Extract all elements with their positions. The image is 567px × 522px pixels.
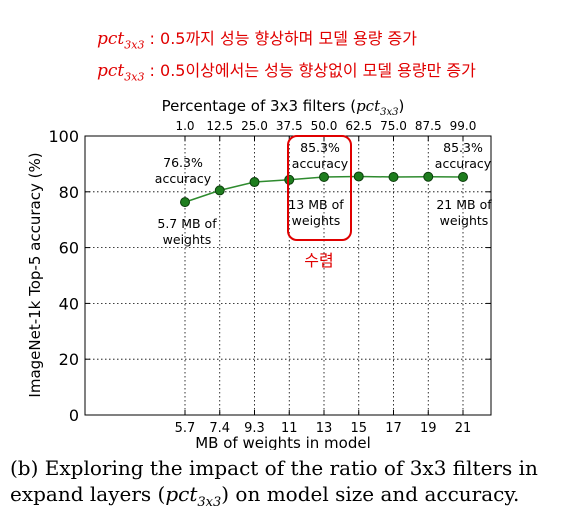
x-tick-label: 17 bbox=[385, 421, 402, 436]
data-label-size-last: weights bbox=[440, 213, 489, 228]
y-tick-label: 0 bbox=[69, 406, 79, 425]
data-label-acc-first: 76.3% bbox=[163, 155, 203, 170]
annotation-line-2: pct3x3 : 0.5이상에서는 성능 향상없이 모델 용량만 증가 bbox=[97, 57, 476, 83]
data-point bbox=[180, 197, 190, 208]
top-tick-label: 62.5 bbox=[345, 119, 372, 133]
data-point bbox=[319, 172, 329, 183]
top-tick-label: 12.5 bbox=[206, 119, 233, 133]
data-label-size-first: weights bbox=[163, 232, 212, 247]
y-tick-label: 60 bbox=[59, 239, 79, 258]
annotation-line-1: pct3x3 : 0.5까지 성능 향상하며 모델 용량 증가 bbox=[97, 25, 417, 51]
data-points bbox=[180, 171, 468, 208]
data-point bbox=[249, 177, 260, 188]
top-tick-label: 87.5 bbox=[415, 119, 442, 133]
gridlines bbox=[85, 136, 491, 415]
y-tick-label: 20 bbox=[59, 350, 79, 369]
x-tick-label: 19 bbox=[420, 421, 437, 436]
data-label-acc-last: accuracy bbox=[435, 156, 492, 171]
data-point bbox=[388, 172, 399, 183]
x-tick-label: 11 bbox=[281, 421, 298, 436]
top-tick-label: 25.0 bbox=[241, 119, 268, 133]
annotation-var: pct3x3 bbox=[97, 29, 145, 52]
data-point bbox=[284, 174, 295, 185]
annotation-text: : 0.5까지 성능 향상하며 모델 용량 증가 bbox=[144, 29, 417, 48]
x-tick-label: 9.3 bbox=[244, 421, 265, 436]
x-tick-label: 15 bbox=[350, 421, 367, 436]
axis-ticks: 0 20 40 60 80 100 5.7 1.0 7.4 12.5 9.3 25.0 11 37.5 13… bbox=[48, 119, 491, 436]
convergence-highlight-box bbox=[287, 135, 352, 241]
y-axis-label: ImageNet-1k Top-5 accuracy (%) bbox=[26, 152, 44, 397]
top-tick-label: 99.0 bbox=[450, 119, 477, 133]
y-tick-label: 100 bbox=[48, 127, 79, 146]
top-tick-label: 75.0 bbox=[380, 119, 407, 133]
y-tick-label: 80 bbox=[59, 183, 79, 202]
data-label-size-first: 5.7 MB of bbox=[157, 216, 217, 231]
data-label-acc-last: 85.3% bbox=[443, 140, 483, 155]
annotation-text: : 0.5이상에서는 성능 향상없이 모델 용량만 증가 bbox=[144, 61, 476, 80]
top-tick-label: 50.0 bbox=[311, 119, 338, 133]
top-tick-label: 1.0 bbox=[175, 119, 194, 133]
chart-title: Percentage of 3x3 filters (pct3x3) bbox=[162, 97, 405, 118]
data-point bbox=[458, 172, 468, 183]
x-tick-label: 13 bbox=[316, 421, 333, 436]
annotation-var: pct3x3 bbox=[97, 61, 145, 84]
x-tick-label: 21 bbox=[455, 421, 472, 436]
data-label-acc-first: accuracy bbox=[155, 171, 212, 186]
data-label-size-last: 21 MB of bbox=[436, 197, 492, 212]
data-point bbox=[214, 185, 225, 196]
data-label-acc-mid: accuracy bbox=[292, 156, 349, 171]
top-tick-label: 37.5 bbox=[276, 119, 303, 133]
data-label-size-mid: 13 MB of bbox=[288, 197, 344, 212]
data-label-acc-mid: 85.3% bbox=[300, 140, 340, 155]
y-tick-label: 40 bbox=[59, 294, 79, 313]
data-label-size-mid: weights bbox=[292, 213, 341, 228]
figure-caption: (b) Exploring the impact of the ratio of… bbox=[10, 456, 538, 510]
convergence-label: 수렴 bbox=[304, 251, 333, 270]
x-tick-label: 5.7 bbox=[175, 421, 196, 436]
accuracy-vs-size-chart: Percentage of 3x3 filters (pct3x3) 0 20 40… bbox=[26, 97, 492, 450]
data-point bbox=[423, 171, 434, 182]
data-point bbox=[353, 171, 364, 182]
x-axis-label: MB of weights in model bbox=[195, 434, 371, 450]
x-tick-label: 7.4 bbox=[209, 421, 230, 436]
plot-frame bbox=[84, 135, 492, 416]
